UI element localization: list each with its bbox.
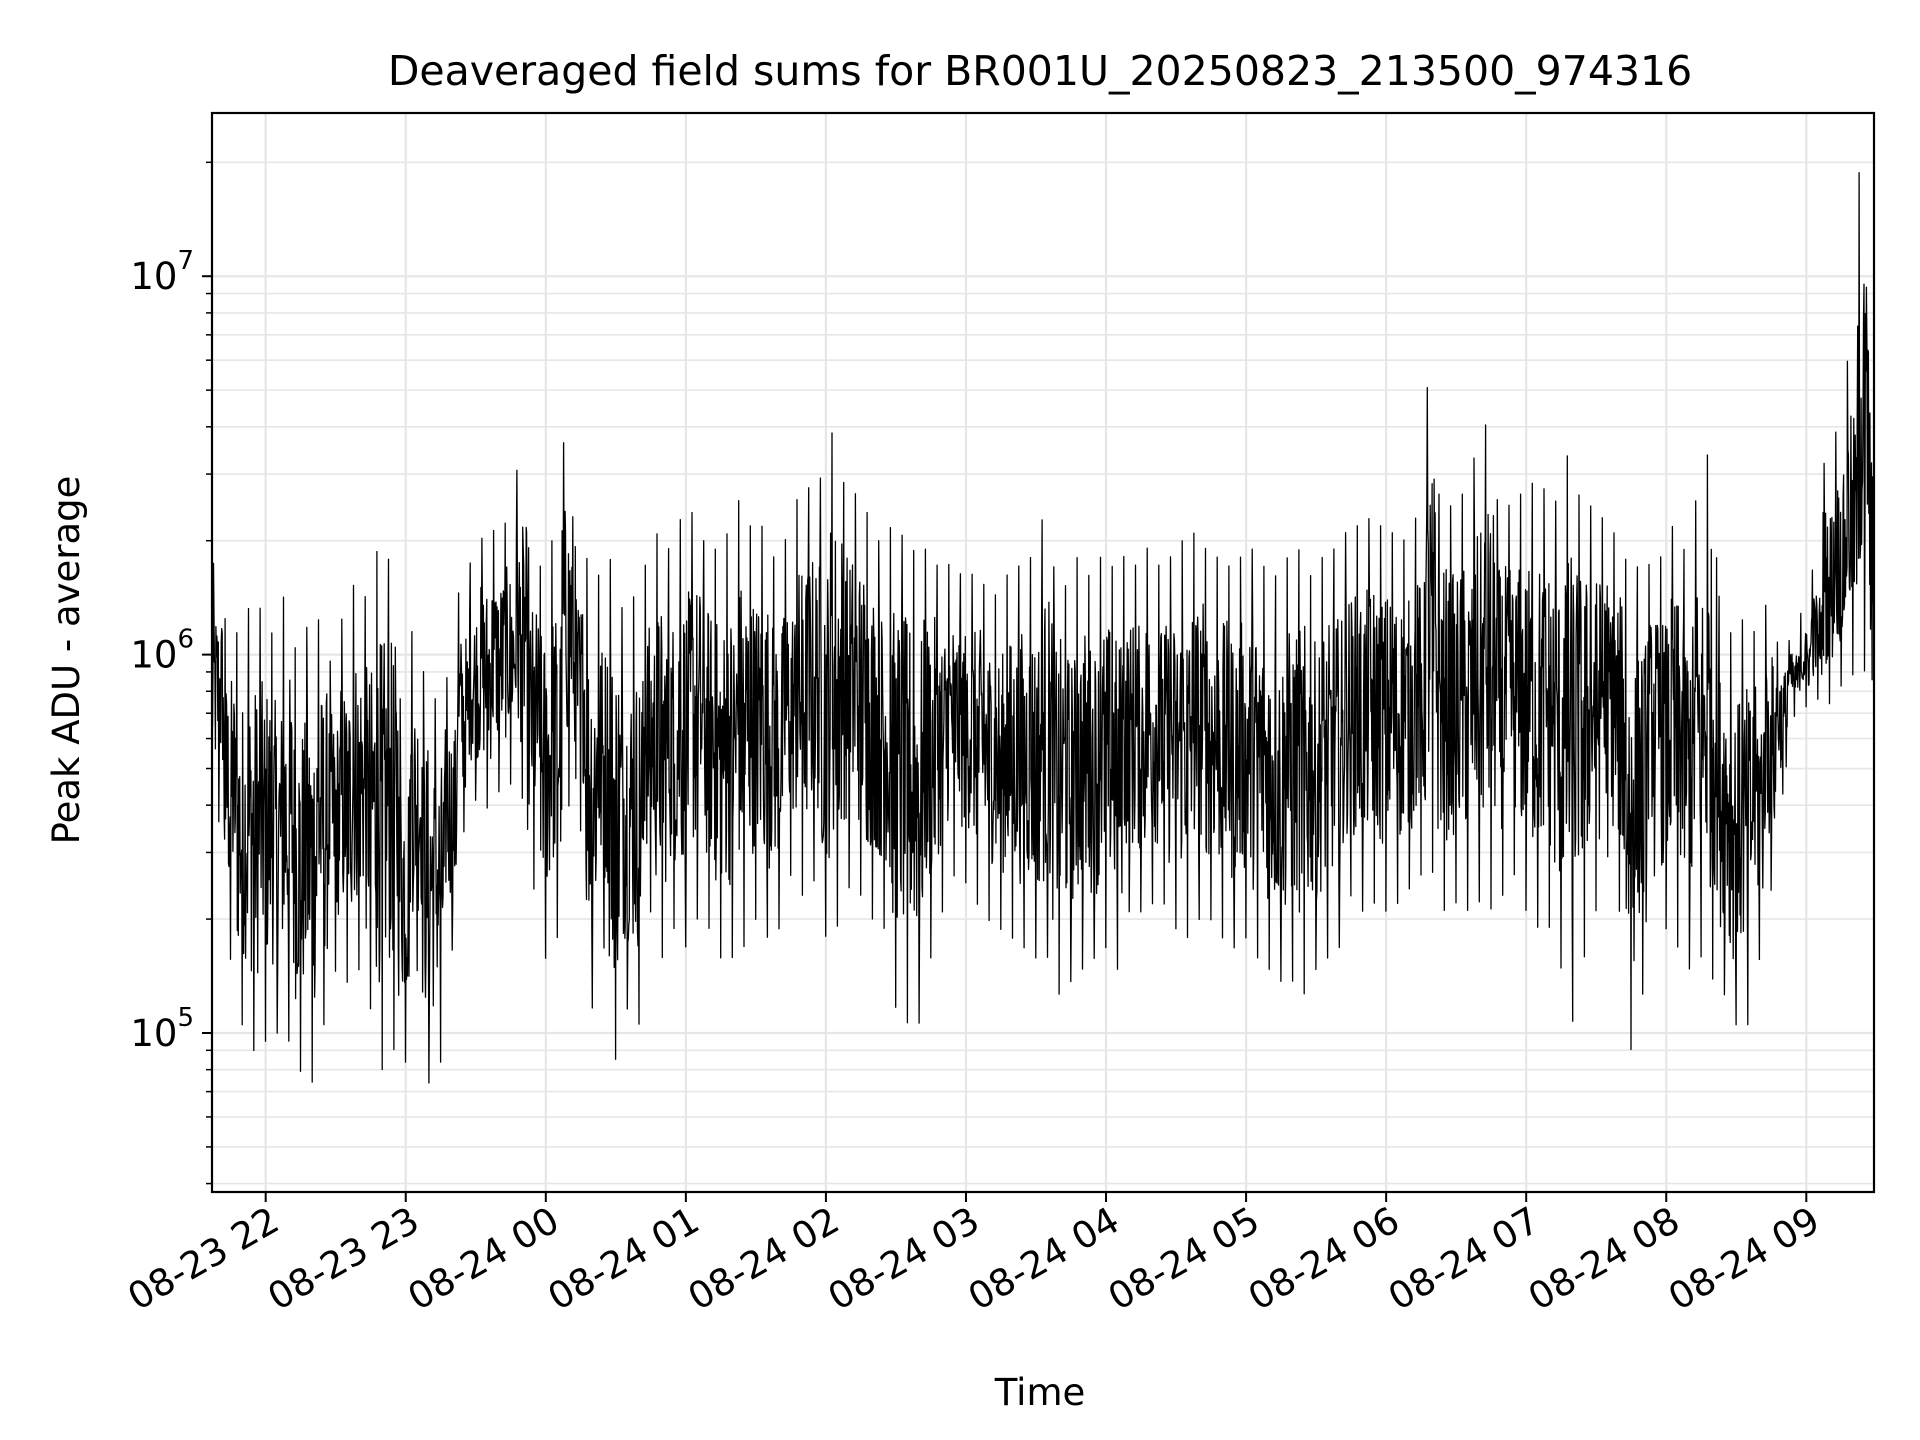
- x-tick-label: 08-24 00: [401, 1199, 567, 1319]
- series-line: [211, 172, 1875, 1084]
- y-axis-label: Peak ADU - average: [45, 476, 88, 845]
- series-0-line: [211, 172, 1875, 1084]
- x-tick-label: 08-24 05: [1101, 1199, 1267, 1319]
- x-tick-label: 08-23 22: [121, 1199, 287, 1319]
- y-tick-label: 106: [130, 625, 194, 677]
- x-tick-label: 08-24 01: [541, 1199, 707, 1319]
- x-tick-label: 08-24 04: [961, 1199, 1127, 1319]
- plot-frame: [210, 111, 1876, 1194]
- x-tick-label: 08-23 23: [261, 1199, 427, 1319]
- x-tick-label: 08-24 07: [1381, 1199, 1547, 1319]
- y-tick-label: 107: [130, 246, 194, 298]
- x-tick-label: 08-24 08: [1521, 1199, 1687, 1319]
- y-tick-label: 105: [130, 1003, 194, 1055]
- x-tick-label: 08-24 03: [821, 1199, 987, 1319]
- x-tick-label: 08-24 09: [1661, 1199, 1827, 1319]
- x-tick-label: 08-24 06: [1241, 1199, 1407, 1319]
- x-tick-label: 08-24 02: [681, 1199, 847, 1319]
- chart-title: Deaveraged field sums for BR001U_2025082…: [388, 47, 1692, 95]
- x-axis-label: Time: [994, 1371, 1086, 1414]
